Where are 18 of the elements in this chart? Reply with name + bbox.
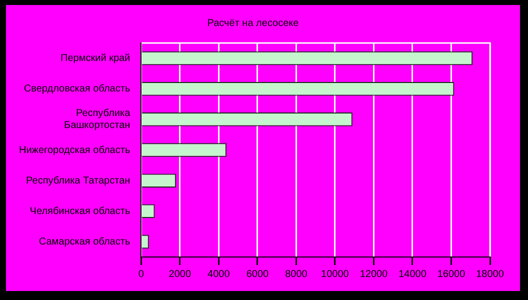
x-tick-label: 6000 bbox=[246, 268, 269, 280]
x-tick-label: 16000 bbox=[437, 268, 466, 280]
y-tick-label: Республика Татарстан bbox=[26, 175, 130, 186]
x-tick-label: 4000 bbox=[208, 268, 230, 280]
y-tick-label: Нижегородская область bbox=[18, 144, 130, 156]
y-tick-label: Самарская область bbox=[38, 236, 130, 248]
x-tick-label: 10000 bbox=[321, 268, 350, 280]
x-tick-label: 18000 bbox=[476, 268, 504, 280]
chart-title: Расчёт на лесосеке bbox=[207, 18, 300, 29]
y-tick-label: Республика Башкортостан bbox=[64, 108, 131, 132]
x-tick-label: 14000 bbox=[398, 268, 427, 280]
y-tick-label: Пермский край bbox=[60, 53, 130, 64]
y-tick-label: Свердловская область bbox=[24, 84, 130, 95]
x-tick-label: 0 bbox=[138, 268, 144, 280]
x-tick-label: 8000 bbox=[285, 268, 308, 280]
y-tick-label: Челябинская область bbox=[30, 206, 130, 217]
x-tick-label: 2000 bbox=[168, 268, 192, 280]
x-tick-label: 12000 bbox=[360, 268, 388, 280]
